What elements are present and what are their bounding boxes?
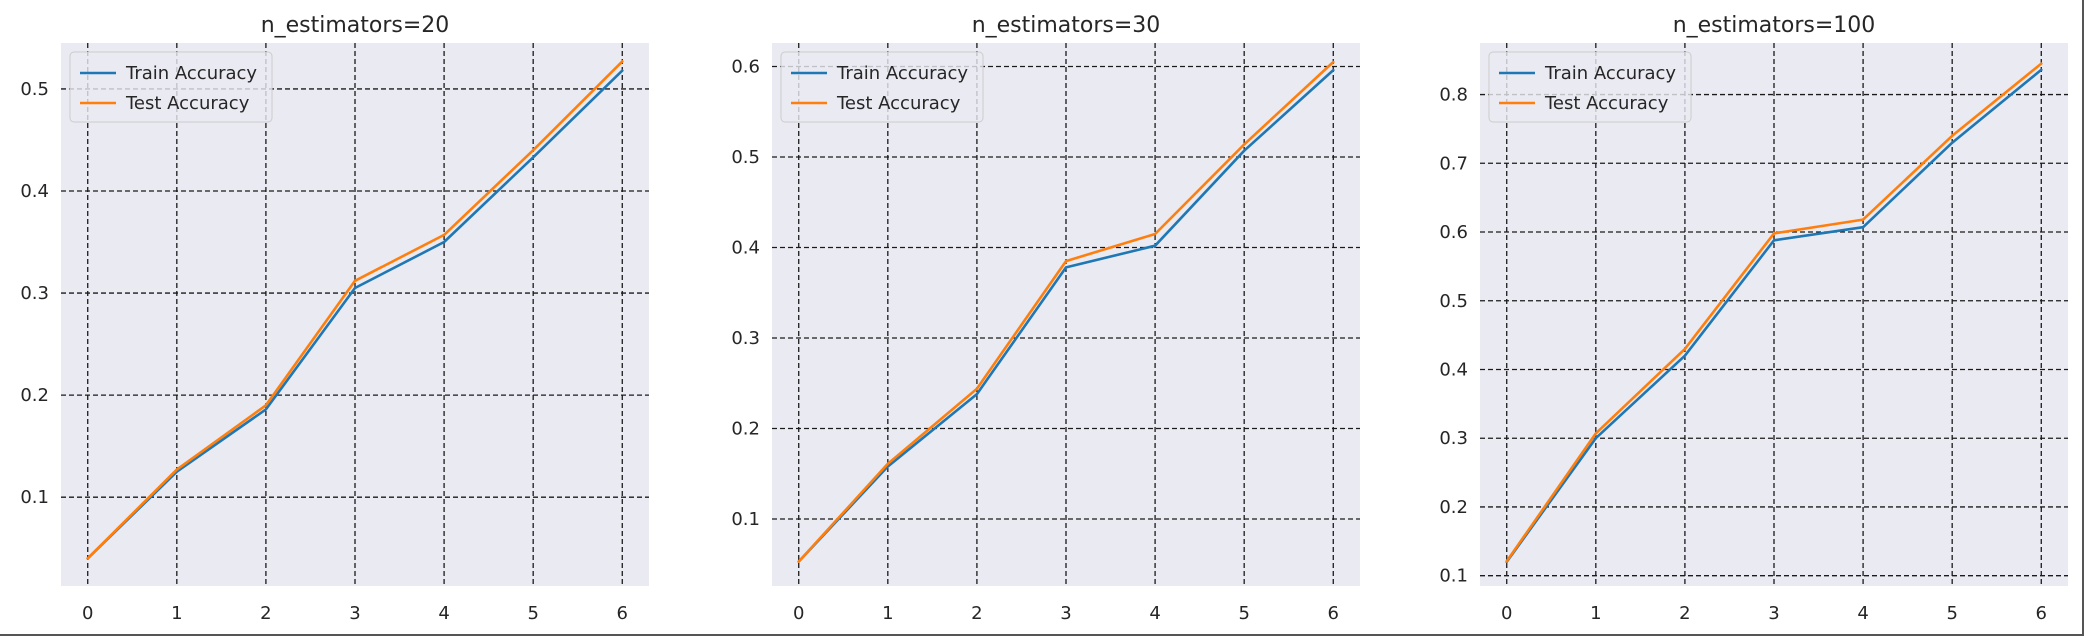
chart-title: n_estimators=20 [261, 13, 450, 38]
x-tick-label: 1 [171, 603, 182, 624]
x-tick-label: 0 [82, 603, 93, 624]
y-tick-label: 0.5 [731, 147, 760, 168]
subplot-3: 0 1 2 3 4 5 6 0.1 0.2 0.3 0.4 0.5 0.6 0.7 0.8 n_estimat… [1439, 13, 2068, 624]
x-tick-label: 1 [882, 603, 893, 624]
y-tick-label: 0.2 [20, 385, 49, 406]
series-line-train [86, 69, 624, 560]
y-tick-label: 0.8 [1439, 85, 1468, 106]
x-tick-label: 3 [349, 603, 360, 624]
subplot-2: 0 1 2 3 4 5 6 0.1 0.2 0.3 0.4 0.5 0.6 n_estimators=30… [731, 13, 1360, 624]
x-tick-label: 2 [971, 603, 982, 624]
x-tick-label: 5 [1238, 603, 1249, 624]
y-tick-label: 0.4 [731, 238, 760, 259]
series-line-train [1505, 68, 2043, 564]
x-tick-label: 5 [527, 603, 538, 624]
y-tick-label: 0.5 [1439, 291, 1468, 312]
legend-label-train: Train Accuracy [125, 63, 257, 84]
x-tick-label: 1 [1590, 603, 1601, 624]
y-tick-label: 0.3 [731, 328, 760, 349]
x-tick-label: 2 [260, 603, 271, 624]
x-tick-label: 4 [1149, 603, 1160, 624]
y-tick-label: 0.2 [731, 419, 760, 440]
y-tick-label: 0.4 [20, 181, 49, 202]
y-tick-label: 0.6 [1439, 222, 1468, 243]
y-tick-label: 0.3 [1439, 428, 1468, 449]
x-tick-label: 3 [1060, 603, 1071, 624]
x-tick-label: 4 [1857, 603, 1868, 624]
legend-label-train: Train Accuracy [836, 63, 968, 84]
legend-label-test: Test Accuracy [125, 93, 250, 114]
x-tick-label: 5 [1946, 603, 1957, 624]
x-tick-label: 0 [1501, 603, 1512, 624]
x-tick-label: 0 [793, 603, 804, 624]
legend-label-test: Test Accuracy [836, 93, 961, 114]
legend-box [69, 51, 273, 123]
chart-title: n_estimators=100 [1673, 13, 1876, 38]
y-tick-label: 0.2 [1439, 497, 1468, 518]
subplot-1: 0 1 2 3 4 5 6 0.1 0.2 0.3 0.4 0.5 n_estimators=20 Tra… [20, 13, 649, 624]
y-tick-label: 0.1 [1439, 566, 1468, 587]
y-tick-label: 0.1 [20, 487, 49, 508]
legend: Train Accuracy Test Accuracy [780, 51, 984, 123]
legend-label-test: Test Accuracy [1544, 93, 1669, 114]
y-tick-label: 0.7 [1439, 153, 1468, 174]
chart-title: n_estimators=30 [972, 13, 1161, 38]
x-tick-label: 6 [617, 603, 628, 624]
series-line-test [86, 60, 624, 560]
legend: Train Accuracy Test Accuracy [69, 51, 273, 123]
x-tick-label: 4 [438, 603, 449, 624]
y-tick-label: 0.1 [731, 509, 760, 530]
legend: Train Accuracy Test Accuracy [1488, 51, 1692, 123]
x-tick-label: 2 [1679, 603, 1690, 624]
y-tick-label: 0.4 [1439, 359, 1468, 380]
legend-box [780, 51, 984, 123]
x-tick-label: 3 [1768, 603, 1779, 624]
legend-box [1488, 51, 1692, 123]
series-line-train [797, 68, 1335, 563]
series-line-test [1505, 62, 2043, 563]
legend-label-train: Train Accuracy [1544, 63, 1676, 84]
y-tick-label: 0.6 [731, 57, 760, 78]
y-tick-label: 0.3 [20, 283, 49, 304]
x-tick-label: 6 [2036, 603, 2047, 624]
x-tick-label: 6 [1328, 603, 1339, 624]
series-line-test [797, 60, 1335, 563]
y-tick-label: 0.5 [20, 79, 49, 100]
